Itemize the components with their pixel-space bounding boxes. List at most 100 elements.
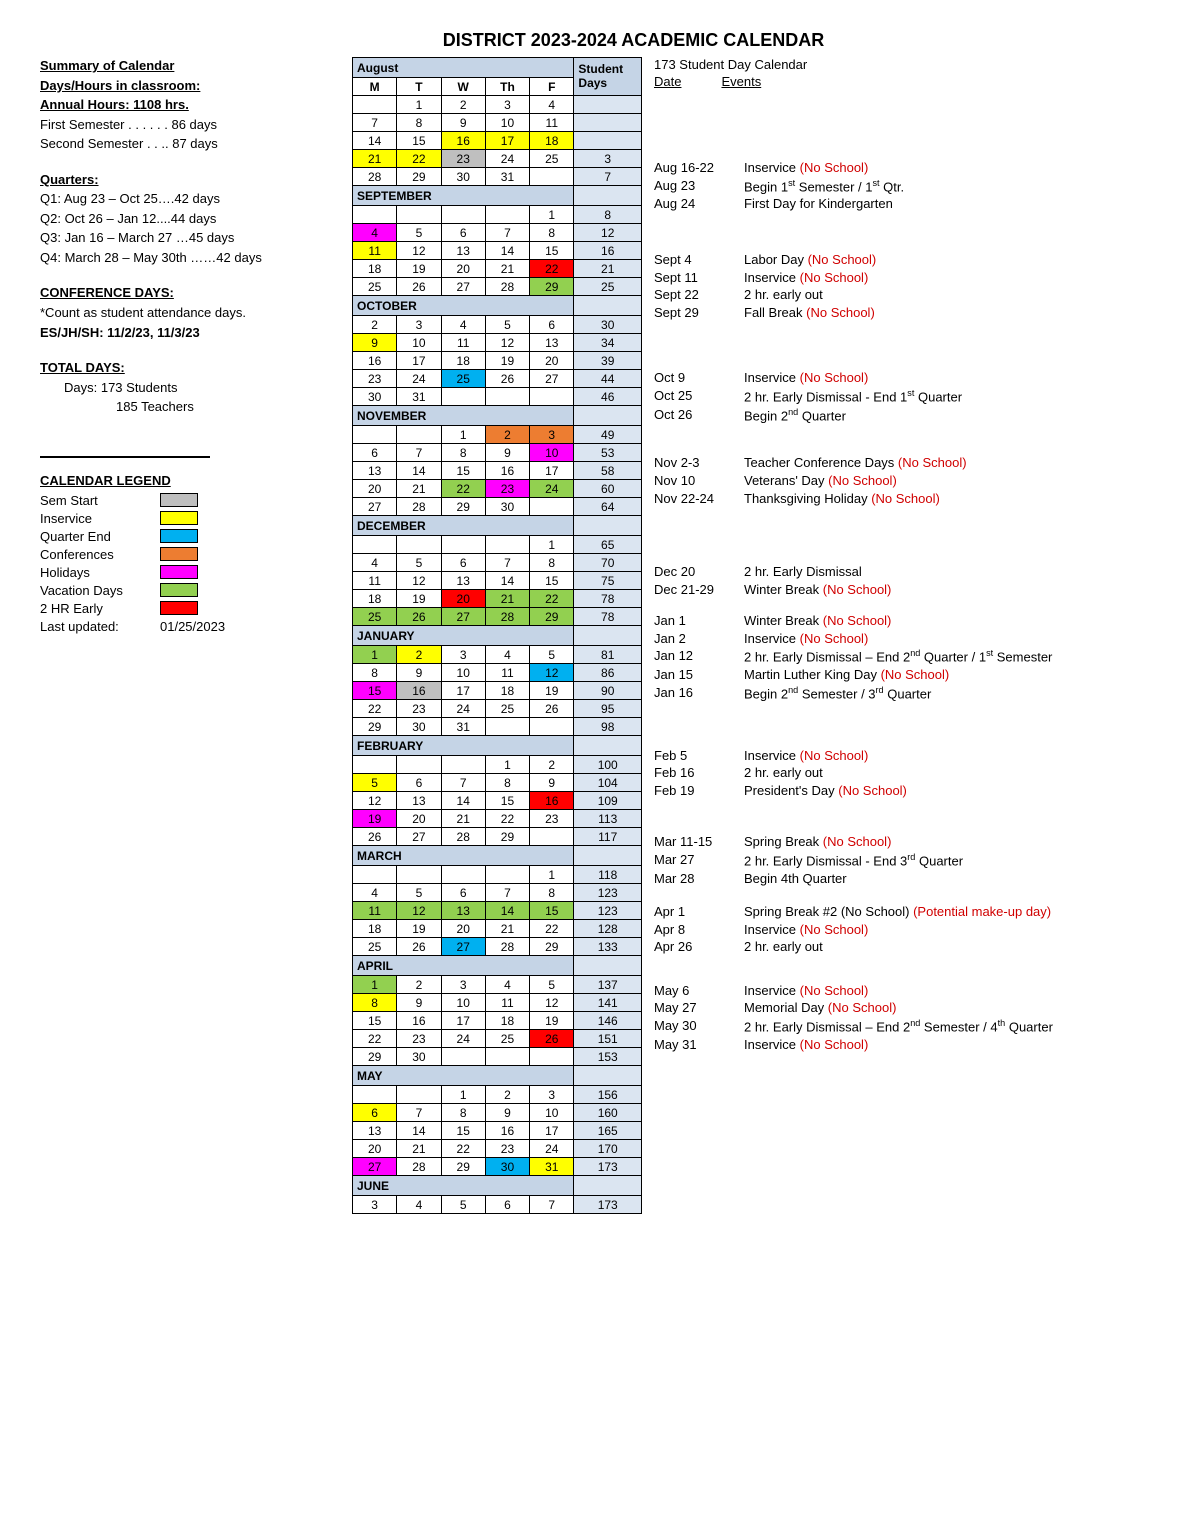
legend-title: CALENDAR LEGEND [40,472,340,490]
event-group: Aug 16-22Inservice (No School)Aug 23Begi… [654,159,1147,213]
summary-l1: First Semester . . . . . . 86 days [40,116,340,134]
event-text: Memorial Day (No School) [744,999,1147,1017]
event-row: Sept 222 hr. early out [654,286,1147,304]
event-date: Feb 16 [654,764,744,782]
event-date: Jan 15 [654,666,744,684]
event-text: Martin Luther King Day (No School) [744,666,1147,684]
legend-label: Sem Start [40,493,160,508]
event-row: Aug 24First Day for Kindergarten [654,195,1147,213]
event-date: Oct 9 [654,369,744,387]
legend-row: Sem Start [40,491,340,509]
event-date: Jan 16 [654,684,744,703]
event-row: May 302 hr. Early Dismissal – End 2nd Se… [654,1017,1147,1036]
event-row: Aug 23Begin 1st Semester / 1st Qtr. [654,177,1147,196]
event-text: 2 hr. early out [744,764,1147,782]
event-date: Apr 1 [654,903,744,921]
legend-updated-value: 01/25/2023 [160,619,225,634]
event-date: Apr 8 [654,921,744,939]
event-group: May 6Inservice (No School)May 27Memorial… [654,982,1147,1054]
summary-h1: Summary of Calendar [40,57,340,75]
event-text: First Day for Kindergarten [744,195,1147,213]
left-column: Summary of Calendar Days/Hours in classr… [40,57,340,635]
event-date: Dec 21-29 [654,581,744,599]
event-group: Feb 5Inservice (No School)Feb 162 hr. ea… [654,747,1147,800]
event-date: May 6 [654,982,744,1000]
legend-swatch [160,529,198,543]
event-group: Apr 1Spring Break #2 (No School) (Potent… [654,903,1147,956]
event-row: May 31Inservice (No School) [654,1036,1147,1054]
legend-row: 2 HR Early [40,599,340,617]
event-text: Teacher Conference Days (No School) [744,454,1147,472]
events-title: 173 Student Day Calendar [654,57,1147,72]
calendar-column: AugustStudentDaysMTWThF12347891011141516… [352,57,642,1214]
event-date: May 30 [654,1017,744,1036]
event-date: Sept 11 [654,269,744,287]
legend-swatch [160,601,198,615]
event-row: Apr 262 hr. early out [654,938,1147,956]
event-group: Dec 202 hr. Early DismissalDec 21-29Wint… [654,563,1147,598]
legend-row: Quarter End [40,527,340,545]
calendar-table: AugustStudentDaysMTWThF12347891011141516… [352,57,642,1214]
event-text: Inservice (No School) [744,630,1147,648]
event-date: Aug 24 [654,195,744,213]
event-text: Inservice (No School) [744,369,1147,387]
event-row: Sept 4Labor Day (No School) [654,251,1147,269]
event-row: Dec 202 hr. Early Dismissal [654,563,1147,581]
events-header-events: Events [721,74,761,89]
conf-l2: ES/JH/SH: 11/2/23, 11/3/23 [40,324,340,342]
event-text: Winter Break (No School) [744,581,1147,599]
event-row: Mar 28Begin 4th Quarter [654,870,1147,888]
legend-swatch [160,493,198,507]
legend-label: Vacation Days [40,583,160,598]
event-row: Jan 122 hr. Early Dismissal – End 2nd Qu… [654,647,1147,666]
event-date: Jan 1 [654,612,744,630]
event-date: Mar 11-15 [654,833,744,851]
event-row: Jan 15Martin Luther King Day (No School) [654,666,1147,684]
event-date: Sept 4 [654,251,744,269]
event-text: 2 hr. Early Dismissal [744,563,1147,581]
event-text: President's Day (No School) [744,782,1147,800]
page-title: DISTRICT 2023-2024 ACADEMIC CALENDAR [120,30,1147,51]
event-date: Jan 12 [654,647,744,666]
event-row: Nov 22-24Thanksgiving Holiday (No School… [654,490,1147,508]
legend-swatch [160,511,198,525]
event-row: Feb 5Inservice (No School) [654,747,1147,765]
events-column: 173 Student Day Calendar Date Events Aug… [654,57,1147,1063]
event-text: Fall Break (No School) [744,304,1147,322]
event-date: May 31 [654,1036,744,1054]
event-text: Veterans' Day (No School) [744,472,1147,490]
event-row: Dec 21-29Winter Break (No School) [654,581,1147,599]
event-text: Begin 2nd Quarter [744,406,1147,425]
event-text: Inservice (No School) [744,1036,1147,1054]
event-text: Begin 4th Quarter [744,870,1147,888]
event-date: Nov 22-24 [654,490,744,508]
quarters-q1: Q1: Aug 23 – Oct 25….42 days [40,190,340,208]
event-row: Mar 272 hr. Early Dismissal - End 3rd Qu… [654,851,1147,870]
event-row: Oct 252 hr. Early Dismissal - End 1st Qu… [654,387,1147,406]
event-text: 2 hr. Early Dismissal - End 1st Quarter [744,387,1147,406]
event-row: Apr 1Spring Break #2 (No School) (Potent… [654,903,1147,921]
event-date: May 27 [654,999,744,1017]
summary-h3: Annual Hours: 1108 hrs. [40,96,340,114]
event-text: Inservice (No School) [744,982,1147,1000]
event-date: Nov 2-3 [654,454,744,472]
event-date: Oct 25 [654,387,744,406]
event-date: Aug 16-22 [654,159,744,177]
event-group: Mar 11-15Spring Break (No School)Mar 272… [654,833,1147,887]
event-row: Nov 2-3Teacher Conference Days (No Schoo… [654,454,1147,472]
event-row: Jan 16Begin 2nd Semester / 3rd Quarter [654,684,1147,703]
summary-h2: Days/Hours in classroom: [40,77,340,95]
quarters-h: Quarters: [40,171,340,189]
event-row: May 27Memorial Day (No School) [654,999,1147,1017]
event-text: Inservice (No School) [744,747,1147,765]
legend: CALENDAR LEGEND Sem StartInserviceQuarte… [40,472,340,636]
event-row: May 6Inservice (No School) [654,982,1147,1000]
legend-label: 2 HR Early [40,601,160,616]
totals-h: TOTAL DAYS: [40,359,340,377]
event-row: Nov 10Veterans' Day (No School) [654,472,1147,490]
event-date: Sept 29 [654,304,744,322]
legend-swatch [160,583,198,597]
event-row: Feb 162 hr. early out [654,764,1147,782]
legend-row: Inservice [40,509,340,527]
event-row: Sept 11Inservice (No School) [654,269,1147,287]
